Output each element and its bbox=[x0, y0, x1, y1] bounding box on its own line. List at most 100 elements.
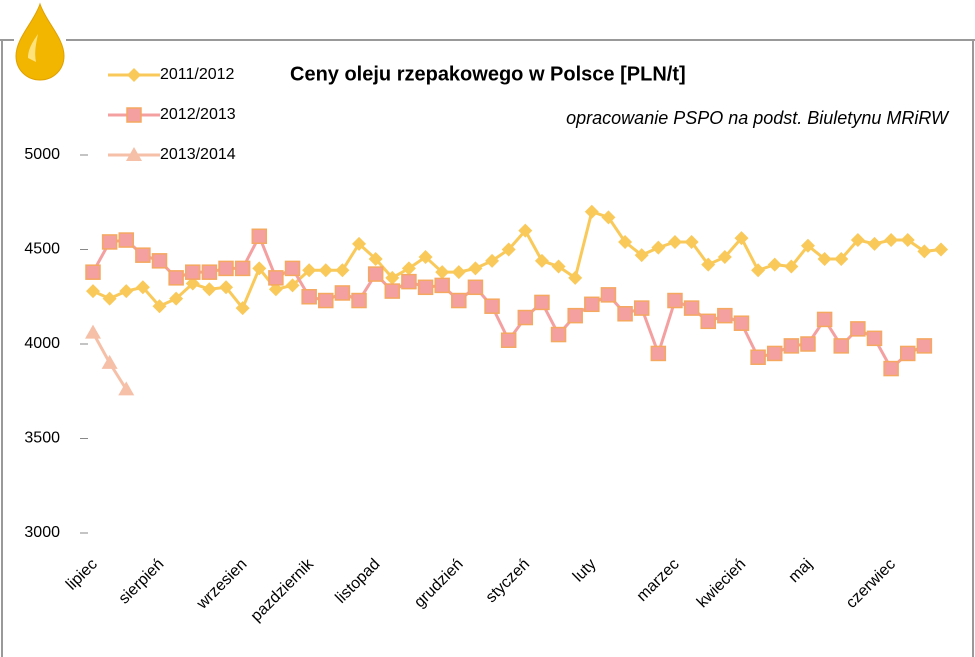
data-point bbox=[185, 276, 200, 291]
data-point bbox=[467, 279, 484, 296]
data-point bbox=[135, 247, 151, 263]
data-point bbox=[352, 236, 367, 251]
data-point bbox=[618, 234, 633, 249]
data-point bbox=[101, 234, 118, 250]
data-point bbox=[717, 250, 732, 265]
data-point bbox=[302, 263, 317, 278]
data-point bbox=[451, 292, 467, 309]
data-point bbox=[451, 265, 466, 280]
legend-label: 2011/2012 bbox=[160, 66, 235, 83]
data-point bbox=[600, 287, 617, 303]
data-point bbox=[701, 257, 716, 272]
data-point bbox=[151, 253, 168, 269]
data-point bbox=[284, 260, 301, 277]
data-point bbox=[118, 381, 135, 396]
data-point bbox=[700, 313, 716, 330]
data-point bbox=[318, 292, 334, 309]
y-tick-label: 4500 bbox=[24, 241, 60, 258]
data-point bbox=[584, 296, 600, 313]
data-point bbox=[751, 263, 766, 278]
data-point bbox=[118, 232, 135, 248]
data-point bbox=[268, 282, 283, 297]
data-point bbox=[85, 264, 101, 280]
data-point bbox=[750, 349, 766, 365]
legend-marker bbox=[126, 107, 142, 123]
data-point bbox=[783, 338, 800, 354]
data-point bbox=[617, 306, 633, 322]
data-point bbox=[152, 299, 167, 314]
y-tick-label: 3000 bbox=[24, 524, 60, 541]
data-point bbox=[335, 263, 350, 278]
data-point bbox=[867, 236, 882, 251]
data-point bbox=[169, 291, 184, 306]
legend-marker bbox=[127, 68, 141, 82]
data-point bbox=[351, 292, 367, 309]
data-point bbox=[468, 261, 483, 276]
data-point bbox=[850, 321, 866, 337]
legend-label: 2013/2014 bbox=[160, 146, 236, 163]
data-point bbox=[318, 263, 333, 278]
series-line bbox=[92, 209, 942, 312]
data-point bbox=[234, 260, 251, 277]
data-point bbox=[733, 315, 750, 331]
data-point bbox=[551, 259, 566, 274]
data-point bbox=[833, 338, 849, 354]
data-point bbox=[717, 307, 733, 324]
data-point bbox=[816, 311, 833, 328]
data-point bbox=[251, 228, 268, 245]
data-point bbox=[252, 261, 267, 276]
data-point bbox=[102, 291, 117, 306]
data-point bbox=[417, 279, 434, 296]
data-point bbox=[633, 300, 650, 316]
data-point bbox=[900, 233, 915, 248]
chart-title: Ceny oleju rzepakowego w Polsce [PLN/t] bbox=[290, 63, 686, 85]
data-point bbox=[185, 264, 201, 280]
data-point bbox=[235, 301, 250, 316]
data-point bbox=[683, 300, 700, 316]
data-point bbox=[684, 234, 699, 249]
y-tick-label: 5000 bbox=[24, 146, 60, 163]
chart-subtitle: opracowanie PSPO na podst. Biuletynu MRi… bbox=[566, 108, 950, 128]
data-point bbox=[368, 251, 383, 266]
data-point bbox=[899, 345, 916, 362]
data-point bbox=[917, 244, 932, 259]
data-point bbox=[884, 233, 899, 248]
data-point bbox=[518, 223, 533, 238]
data-point bbox=[367, 266, 384, 282]
data-point bbox=[85, 324, 101, 339]
data-point bbox=[883, 360, 899, 377]
y-tick-label: 4000 bbox=[24, 335, 60, 352]
data-point bbox=[534, 294, 550, 311]
frame bbox=[0, 39, 975, 657]
data-point bbox=[86, 284, 100, 299]
data-point bbox=[567, 307, 583, 324]
legend-label: 2012/2013 bbox=[160, 106, 236, 123]
data-point bbox=[418, 250, 433, 265]
data-point bbox=[285, 278, 300, 293]
data-point bbox=[568, 270, 583, 285]
data-point bbox=[268, 270, 284, 286]
data-point bbox=[500, 332, 517, 348]
data-point bbox=[667, 292, 683, 309]
data-point bbox=[219, 280, 234, 295]
data-point bbox=[201, 264, 218, 280]
data-point bbox=[766, 345, 783, 362]
data-point bbox=[934, 242, 948, 257]
data-point bbox=[866, 330, 883, 347]
oil-drop-icon bbox=[15, 2, 65, 81]
data-point bbox=[734, 231, 749, 246]
data-point bbox=[634, 248, 649, 263]
data-point bbox=[767, 257, 782, 272]
data-point bbox=[651, 240, 666, 255]
data-point bbox=[850, 233, 865, 248]
data-point bbox=[435, 265, 450, 280]
data-point bbox=[119, 284, 134, 299]
data-point bbox=[550, 326, 567, 343]
data-point bbox=[401, 261, 416, 276]
data-point bbox=[601, 210, 616, 225]
data-point bbox=[800, 336, 816, 352]
data-point bbox=[434, 277, 450, 294]
data-point bbox=[301, 289, 317, 305]
